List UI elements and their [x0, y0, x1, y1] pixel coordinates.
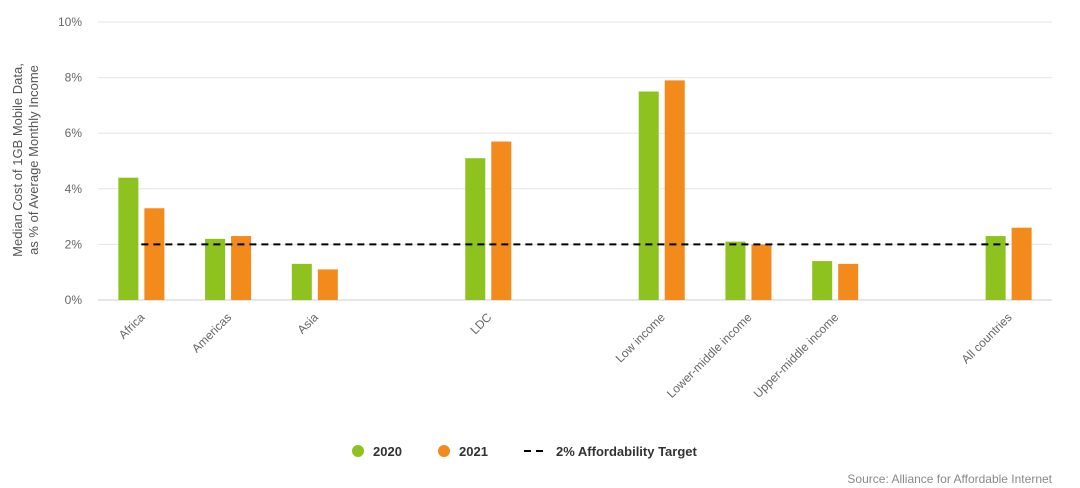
gridlines	[98, 21, 1052, 301]
source-note: Source: Alliance for Affordable Internet	[847, 472, 1052, 486]
x-tick-label: Low income	[613, 310, 668, 365]
bar-2021-lower-middle-income[interactable]	[751, 244, 772, 300]
bar-2020-lower-middle-income[interactable]	[725, 241, 746, 300]
bar-2020-all-countries[interactable]	[985, 236, 1006, 300]
bar-2020-asia[interactable]	[291, 263, 312, 300]
x-tick-label: Africa	[116, 310, 148, 342]
bar-2021-low-income[interactable]	[664, 80, 685, 300]
x-tick-label: Upper-middle income	[751, 310, 842, 401]
x-tick-label: LDC	[468, 310, 495, 337]
bar-2021-ldc[interactable]	[491, 141, 512, 300]
bars	[118, 80, 1032, 301]
y-tick-label: 0%	[65, 293, 83, 307]
legend-label-2020[interactable]: 2020	[373, 444, 402, 459]
bar-2020-africa[interactable]	[118, 177, 139, 300]
bar-2021-asia[interactable]	[317, 269, 338, 300]
bar-2021-upper-middle-income[interactable]	[838, 263, 859, 300]
y-axis-title-line1: Median Cost of 1GB Mobile Data,	[10, 63, 25, 257]
y-axis-title-line2: as % of Average Monthly Income	[26, 65, 41, 255]
legend-marker-2020[interactable]	[352, 445, 364, 457]
x-tick-label: Asia	[295, 310, 322, 337]
legend-label-target[interactable]: 2% Affordability Target	[556, 444, 698, 459]
bar-2020-americas[interactable]	[205, 238, 226, 300]
y-axis: 0% 2% 4% 6% 8% 10%	[58, 15, 82, 307]
y-tick-label: 4%	[65, 182, 83, 196]
y-tick-label: 8%	[65, 71, 83, 85]
bar-2020-ldc[interactable]	[465, 158, 486, 300]
y-tick-label: 10%	[58, 15, 82, 29]
bar-2021-africa[interactable]	[144, 208, 165, 300]
legend: 2020 2021 2% Affordability Target	[352, 444, 698, 459]
bar-2021-americas[interactable]	[231, 236, 252, 300]
x-axis: Africa Americas Asia LDC Low incomeLower-mid…	[116, 310, 1015, 401]
legend-label-2021[interactable]: 2021	[459, 444, 488, 459]
legend-marker-2021[interactable]	[438, 445, 450, 457]
x-tick-label: Lower-middle income	[664, 310, 755, 401]
bar-2020-upper-middle-income[interactable]	[812, 261, 833, 300]
bar-2020-low-income[interactable]	[638, 91, 659, 301]
x-tick-label: All countries	[959, 310, 1015, 366]
y-tick-label: 2%	[65, 237, 83, 251]
bar-2021-all-countries[interactable]	[1011, 227, 1032, 300]
x-tick-label: Americas	[189, 310, 234, 355]
y-tick-label: 6%	[65, 126, 83, 140]
